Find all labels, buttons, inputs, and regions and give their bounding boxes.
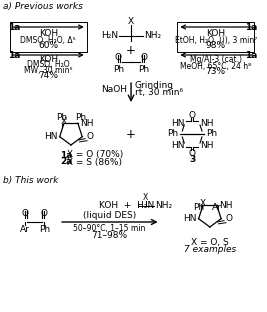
Bar: [10, 22, 87, 52]
Text: O: O: [115, 53, 122, 62]
Text: O: O: [86, 132, 93, 141]
Text: X = O (70%): X = O (70%): [64, 150, 123, 159]
Text: 1a: 1a: [245, 22, 257, 32]
Text: NaOH: NaOH: [101, 85, 127, 95]
Text: +: +: [126, 129, 136, 142]
Text: Ph: Ph: [138, 66, 150, 75]
Text: MW, 30 min⁵: MW, 30 min⁵: [24, 66, 73, 75]
Text: b) This work: b) This work: [3, 175, 58, 184]
Text: Ph: Ph: [206, 129, 217, 139]
Text: KOH: KOH: [39, 55, 58, 64]
Bar: [177, 22, 254, 52]
Text: O: O: [189, 110, 196, 119]
Text: Ph: Ph: [56, 114, 67, 123]
Text: Ph: Ph: [113, 66, 124, 75]
Text: MeOH, 65°C, 24 h⁸: MeOH, 65°C, 24 h⁸: [180, 61, 251, 71]
Text: X: X: [200, 199, 206, 208]
Text: +: +: [126, 43, 136, 56]
Text: 71–98%: 71–98%: [91, 232, 127, 241]
Text: O: O: [189, 149, 196, 158]
Text: 7 examples: 7 examples: [184, 245, 236, 253]
Text: KOH  +  H₂N: KOH + H₂N: [99, 202, 154, 211]
Text: DMSO, H₂O: DMSO, H₂O: [27, 61, 70, 70]
Text: Ar: Ar: [20, 225, 30, 233]
Text: Ph: Ph: [193, 202, 204, 212]
Text: O: O: [140, 53, 147, 62]
Text: HN: HN: [171, 140, 184, 149]
Text: DMSO, H₂O, Δ⁵: DMSO, H₂O, Δ⁵: [20, 36, 76, 45]
Text: NH: NH: [219, 201, 232, 210]
Text: X: X: [61, 117, 67, 126]
Text: 3: 3: [189, 155, 195, 164]
Text: 50–90°C, 1–15 min: 50–90°C, 1–15 min: [73, 225, 146, 233]
Text: 1a: 1a: [245, 51, 257, 60]
Text: 1a: 1a: [8, 22, 20, 32]
Text: NH: NH: [200, 140, 214, 149]
Text: KOH: KOH: [39, 28, 58, 37]
Text: HN: HN: [44, 132, 58, 141]
Text: 1a: 1a: [60, 150, 72, 159]
Text: Ar: Ar: [212, 202, 222, 212]
Text: HN: HN: [183, 214, 197, 223]
Text: Ph: Ph: [75, 114, 86, 123]
Text: Ph: Ph: [39, 225, 50, 233]
Text: O: O: [225, 214, 232, 223]
Text: 98%: 98%: [206, 41, 226, 51]
Text: 2a: 2a: [60, 158, 72, 167]
Text: X = S (86%): X = S (86%): [64, 158, 122, 167]
Text: HN: HN: [171, 119, 184, 128]
Text: NH: NH: [80, 119, 93, 128]
Text: O: O: [21, 209, 28, 218]
Text: 74%: 74%: [38, 71, 58, 80]
Text: a) Previous works: a) Previous works: [3, 2, 83, 12]
Text: (liquid DES): (liquid DES): [83, 211, 136, 220]
Text: X: X: [143, 193, 148, 202]
Text: NH₂: NH₂: [144, 32, 161, 41]
Text: O: O: [41, 209, 48, 218]
Text: 1a: 1a: [8, 51, 20, 60]
Text: Ph: Ph: [167, 129, 178, 139]
Text: EtOH, H₂O, ))), 3 min⁷: EtOH, H₂O, ))), 3 min⁷: [175, 36, 257, 45]
Text: 73%: 73%: [206, 67, 226, 76]
Text: NH: NH: [200, 119, 214, 128]
Text: X = O, S: X = O, S: [191, 237, 229, 246]
Text: Mg/Al-3 (cat.): Mg/Al-3 (cat.): [190, 56, 242, 65]
Text: 60%: 60%: [38, 41, 58, 51]
Text: KOH: KOH: [206, 28, 225, 37]
Text: NH₂: NH₂: [155, 202, 172, 211]
Text: rt, 30 min⁶: rt, 30 min⁶: [135, 89, 183, 97]
Text: X: X: [128, 17, 134, 27]
Text: H₂N: H₂N: [101, 32, 118, 41]
Text: Grinding: Grinding: [135, 81, 174, 90]
